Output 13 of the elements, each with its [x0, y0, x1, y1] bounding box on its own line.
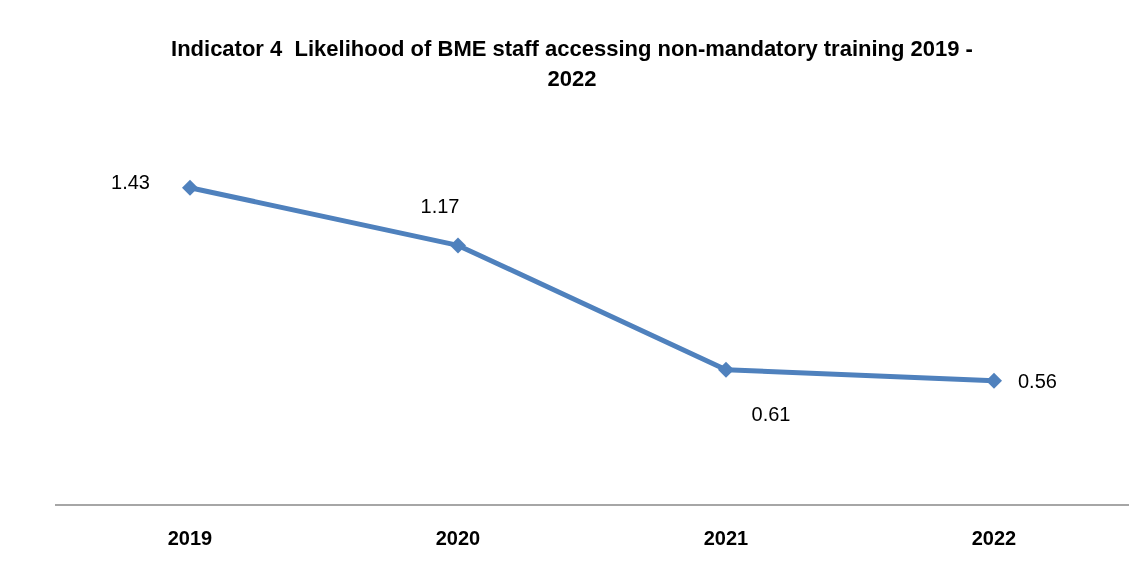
x-tick-label: 2019	[167, 526, 213, 549]
data-label: 1.43	[111, 171, 150, 194]
data-label: 0.61	[751, 403, 791, 426]
point	[450, 237, 466, 254]
point	[182, 179, 198, 196]
data-label: 1.17	[420, 194, 460, 217]
point	[986, 372, 1002, 389]
x-tick-label: 2022	[971, 526, 1017, 549]
x-tick-label: 2020	[435, 526, 481, 549]
point	[718, 361, 734, 378]
x-tick-label: 2021	[703, 526, 749, 549]
chart-title: Indicator 4 Likelihood of BME staff accessing non-mandatory training 2019 - 2022	[170, 35, 974, 93]
data-label: 0.56	[1018, 370, 1057, 393]
